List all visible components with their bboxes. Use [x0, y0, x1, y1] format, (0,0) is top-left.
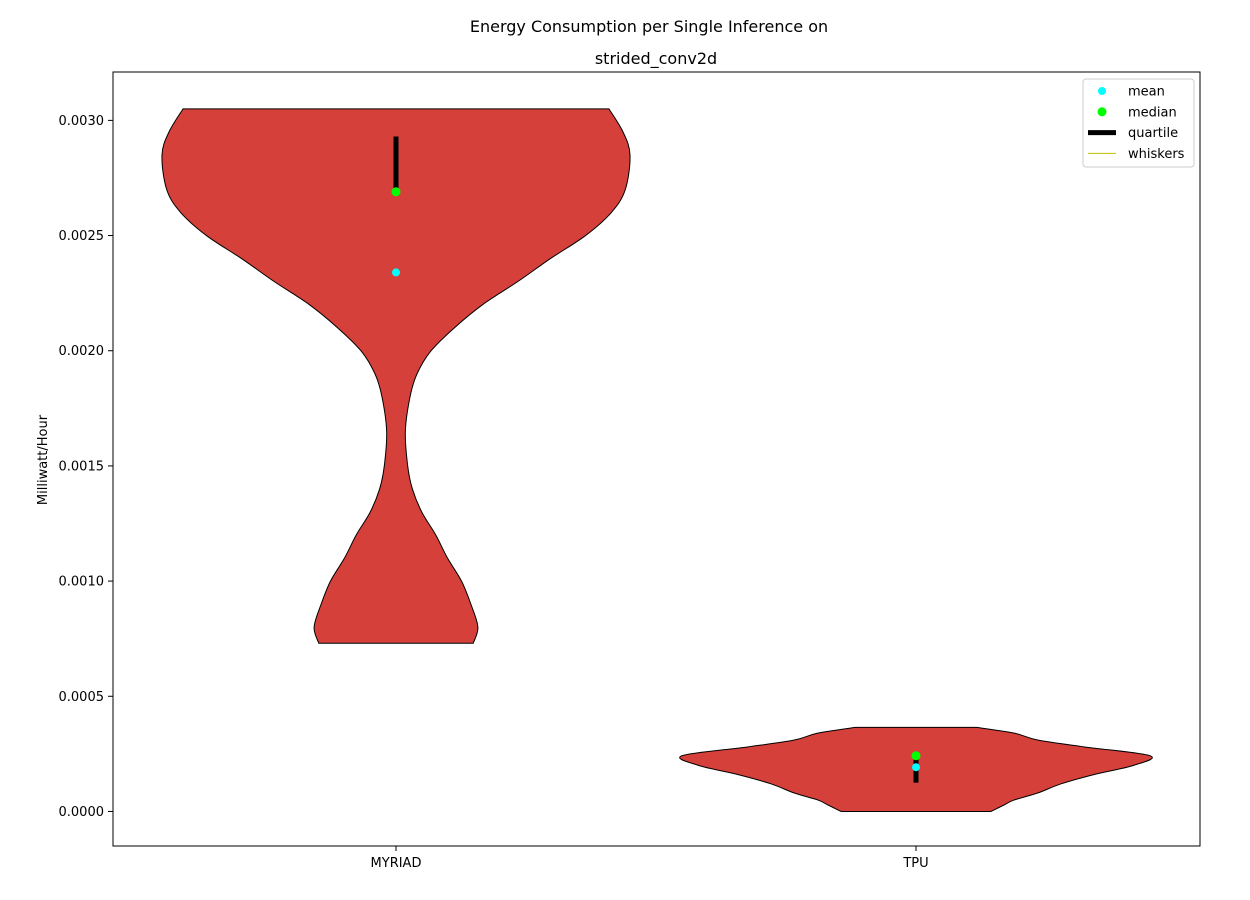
chart-title: Energy Consumption per Single Inference … [470, 17, 828, 36]
median-marker-tpu [911, 751, 921, 761]
y-tick-label: 0.0030 [59, 114, 105, 129]
y-axis: 0.0000 0.0005 0.0010 0.0015 0.0020 0.0025 0.00… [59, 114, 113, 820]
x-axis: MYRIAD TPU [371, 846, 929, 871]
x-tick-label-myriad: MYRIAD [371, 856, 422, 871]
legend-box [1082, 78, 1195, 168]
markers-layer [391, 136, 921, 783]
mean-marker-tpu [912, 763, 920, 772]
y-axis-label: Milliwatt/Hour [36, 414, 51, 505]
median-marker-myriad [391, 187, 401, 197]
legend-whiskers-label: whiskers [1128, 147, 1185, 162]
x-tick-label-tpu: TPU [902, 856, 928, 871]
y-tick-label: 0.0000 [59, 805, 105, 820]
y-tick-label: 0.0015 [59, 459, 105, 474]
y-tick-label: 0.0010 [59, 575, 105, 590]
legend-quartile-label: quartile [1128, 126, 1178, 141]
plot-frame [112, 71, 1201, 847]
mean-marker-myriad [392, 268, 400, 277]
legend-median-label: median [1128, 105, 1177, 120]
legend-mean-marker [1098, 87, 1106, 95]
y-tick-label: 0.0005 [59, 690, 105, 705]
chart-subtitle: strided_conv2d [595, 49, 717, 69]
y-tick-label: 0.0025 [59, 229, 105, 244]
y-tick-label: 0.0020 [59, 344, 105, 359]
violin-myriad [161, 108, 631, 644]
legend-median-marker [1097, 107, 1107, 117]
legend-mean-label: mean [1128, 85, 1165, 100]
legend: mean median quartile whiskers [1082, 78, 1195, 168]
violins-layer [161, 108, 1153, 812]
